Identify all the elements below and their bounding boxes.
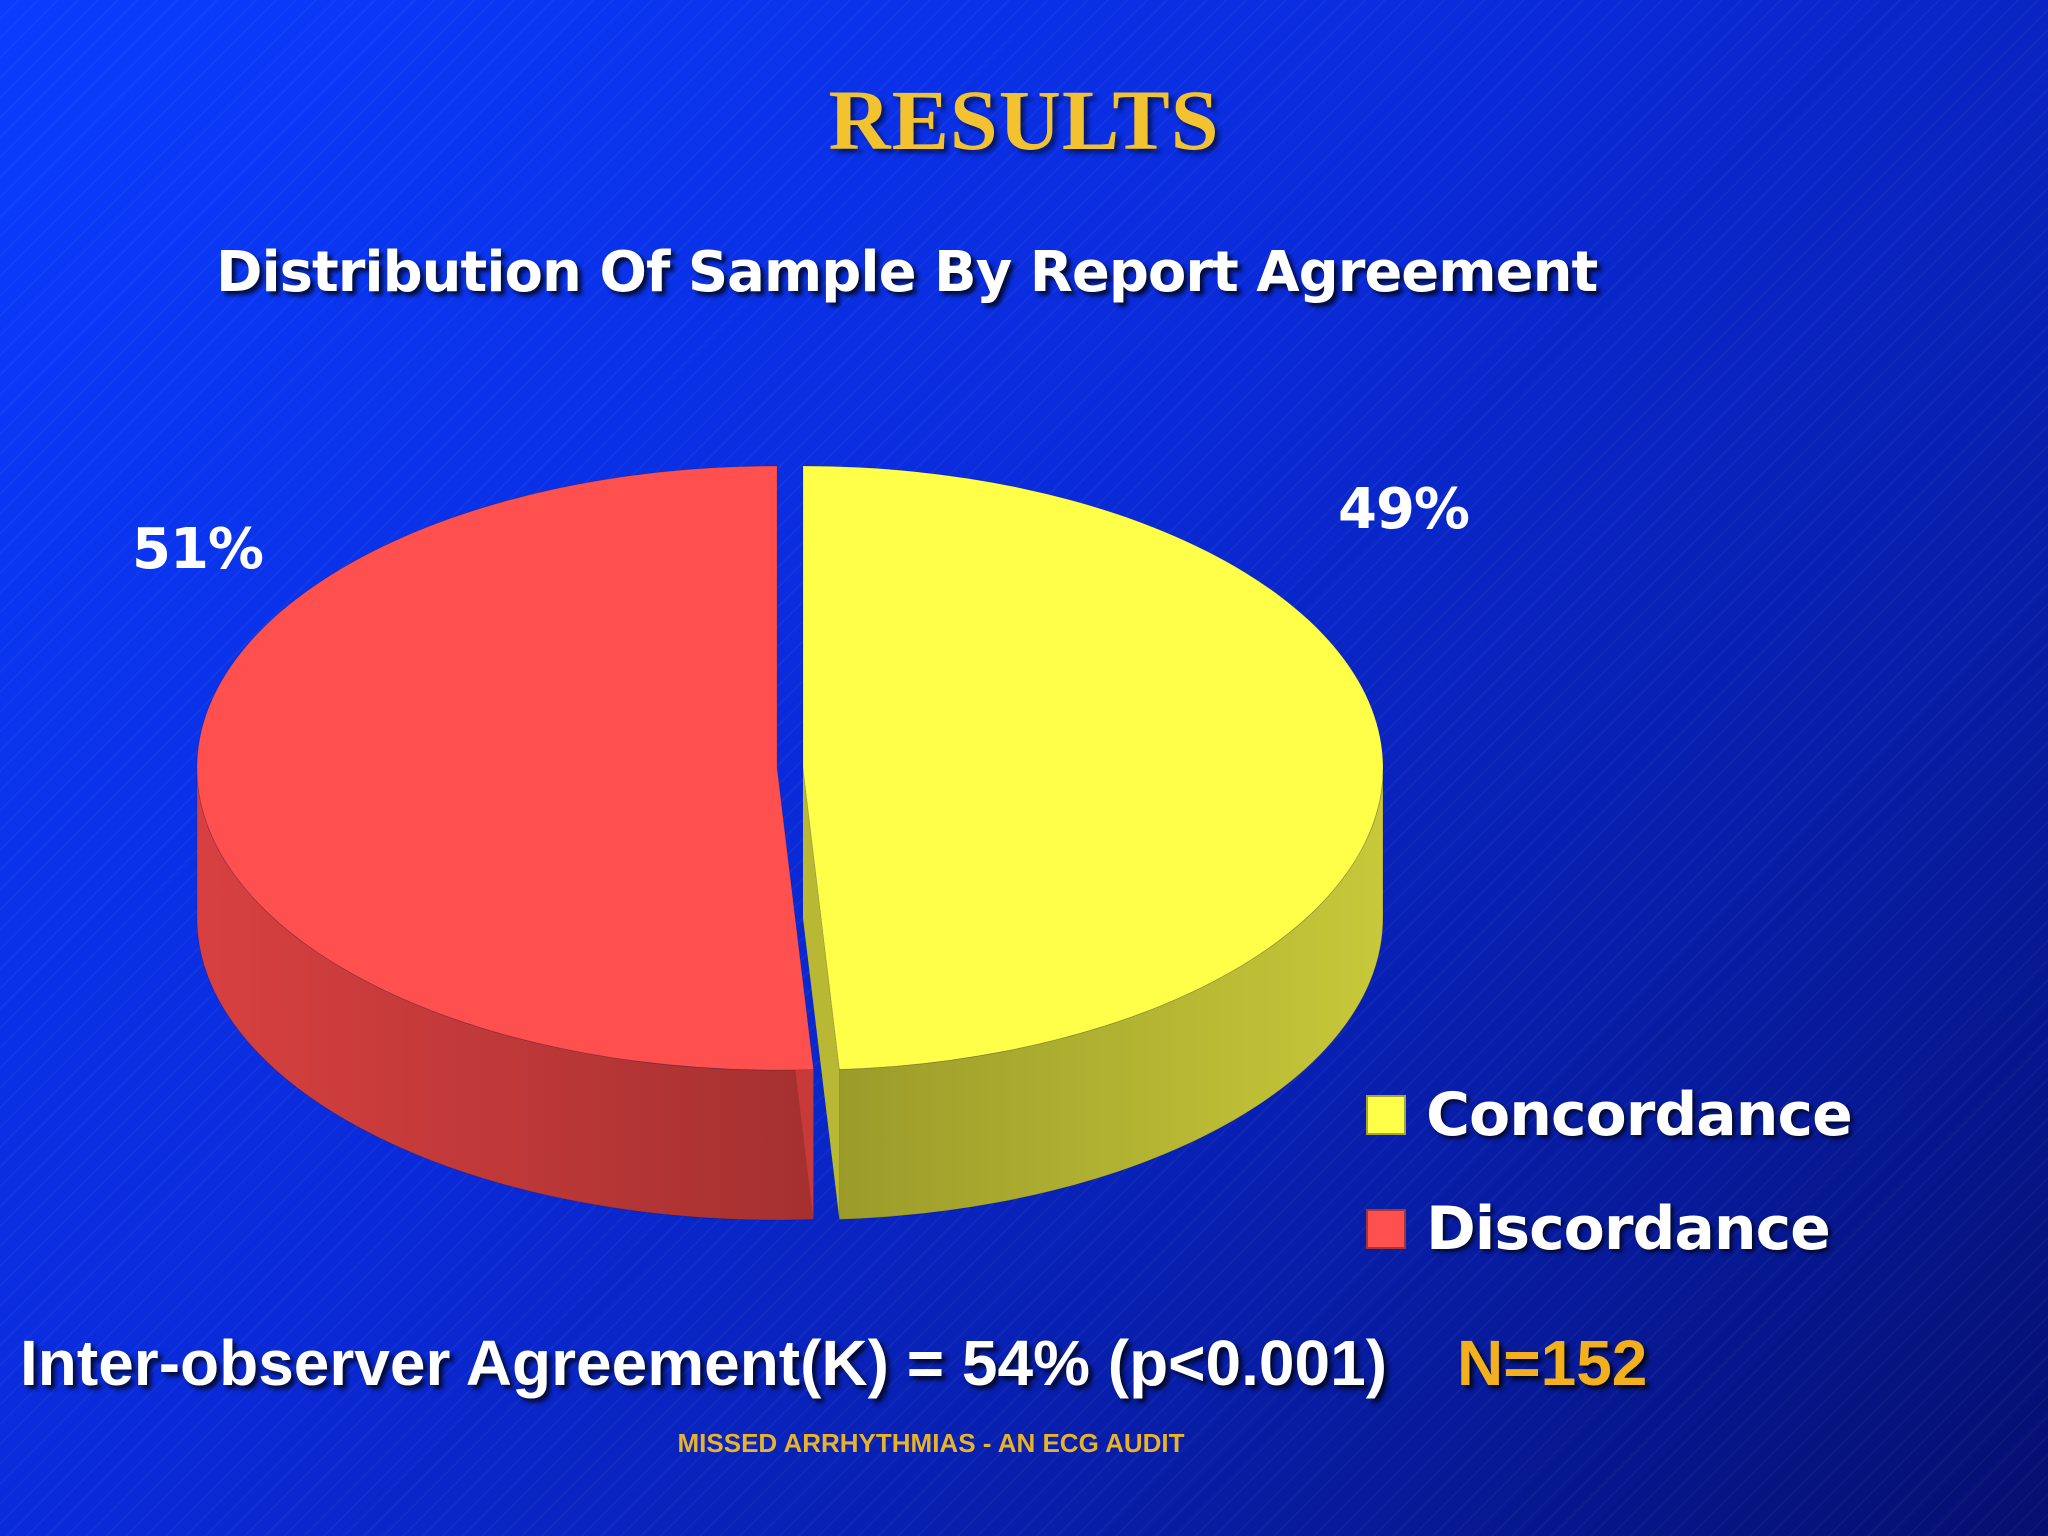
chart-title: Distribution Of Sample By Report Agreeme… — [216, 240, 1598, 305]
legend-swatch-concordance — [1366, 1095, 1406, 1135]
agreement-statistic: Inter-observer Agreement(K) = 54% (p<0.0… — [20, 1326, 1647, 1400]
footer-note: MISSED ARRHYTHMIAS - AN ECG AUDIT — [677, 1428, 1185, 1458]
chart-legend: Concordance Discordance — [1366, 1058, 1853, 1286]
pie-cut-face-concordance — [802, 768, 840, 1220]
pie-slice-concordance — [802, 465, 1384, 1070]
legend-item-discordance: Discordance — [1366, 1172, 1852, 1286]
legend-label-concordance: Concordance — [1426, 1080, 1853, 1150]
pie-slice-discordance — [196, 465, 814, 1071]
pie-label-discordance: 51% — [132, 517, 263, 582]
agreement-text: Inter-observer Agreement(K) = 54% (p<0.0… — [20, 1327, 1387, 1399]
pie-label-concordance: 49% — [1338, 477, 1469, 542]
slide-title: RESULTS — [828, 72, 1220, 168]
legend-item-concordance: Concordance — [1366, 1058, 1853, 1172]
legend-label-discordance: Discordance — [1426, 1194, 1831, 1264]
sample-size: N=152 — [1457, 1327, 1648, 1399]
legend-swatch-discordance — [1366, 1209, 1406, 1249]
